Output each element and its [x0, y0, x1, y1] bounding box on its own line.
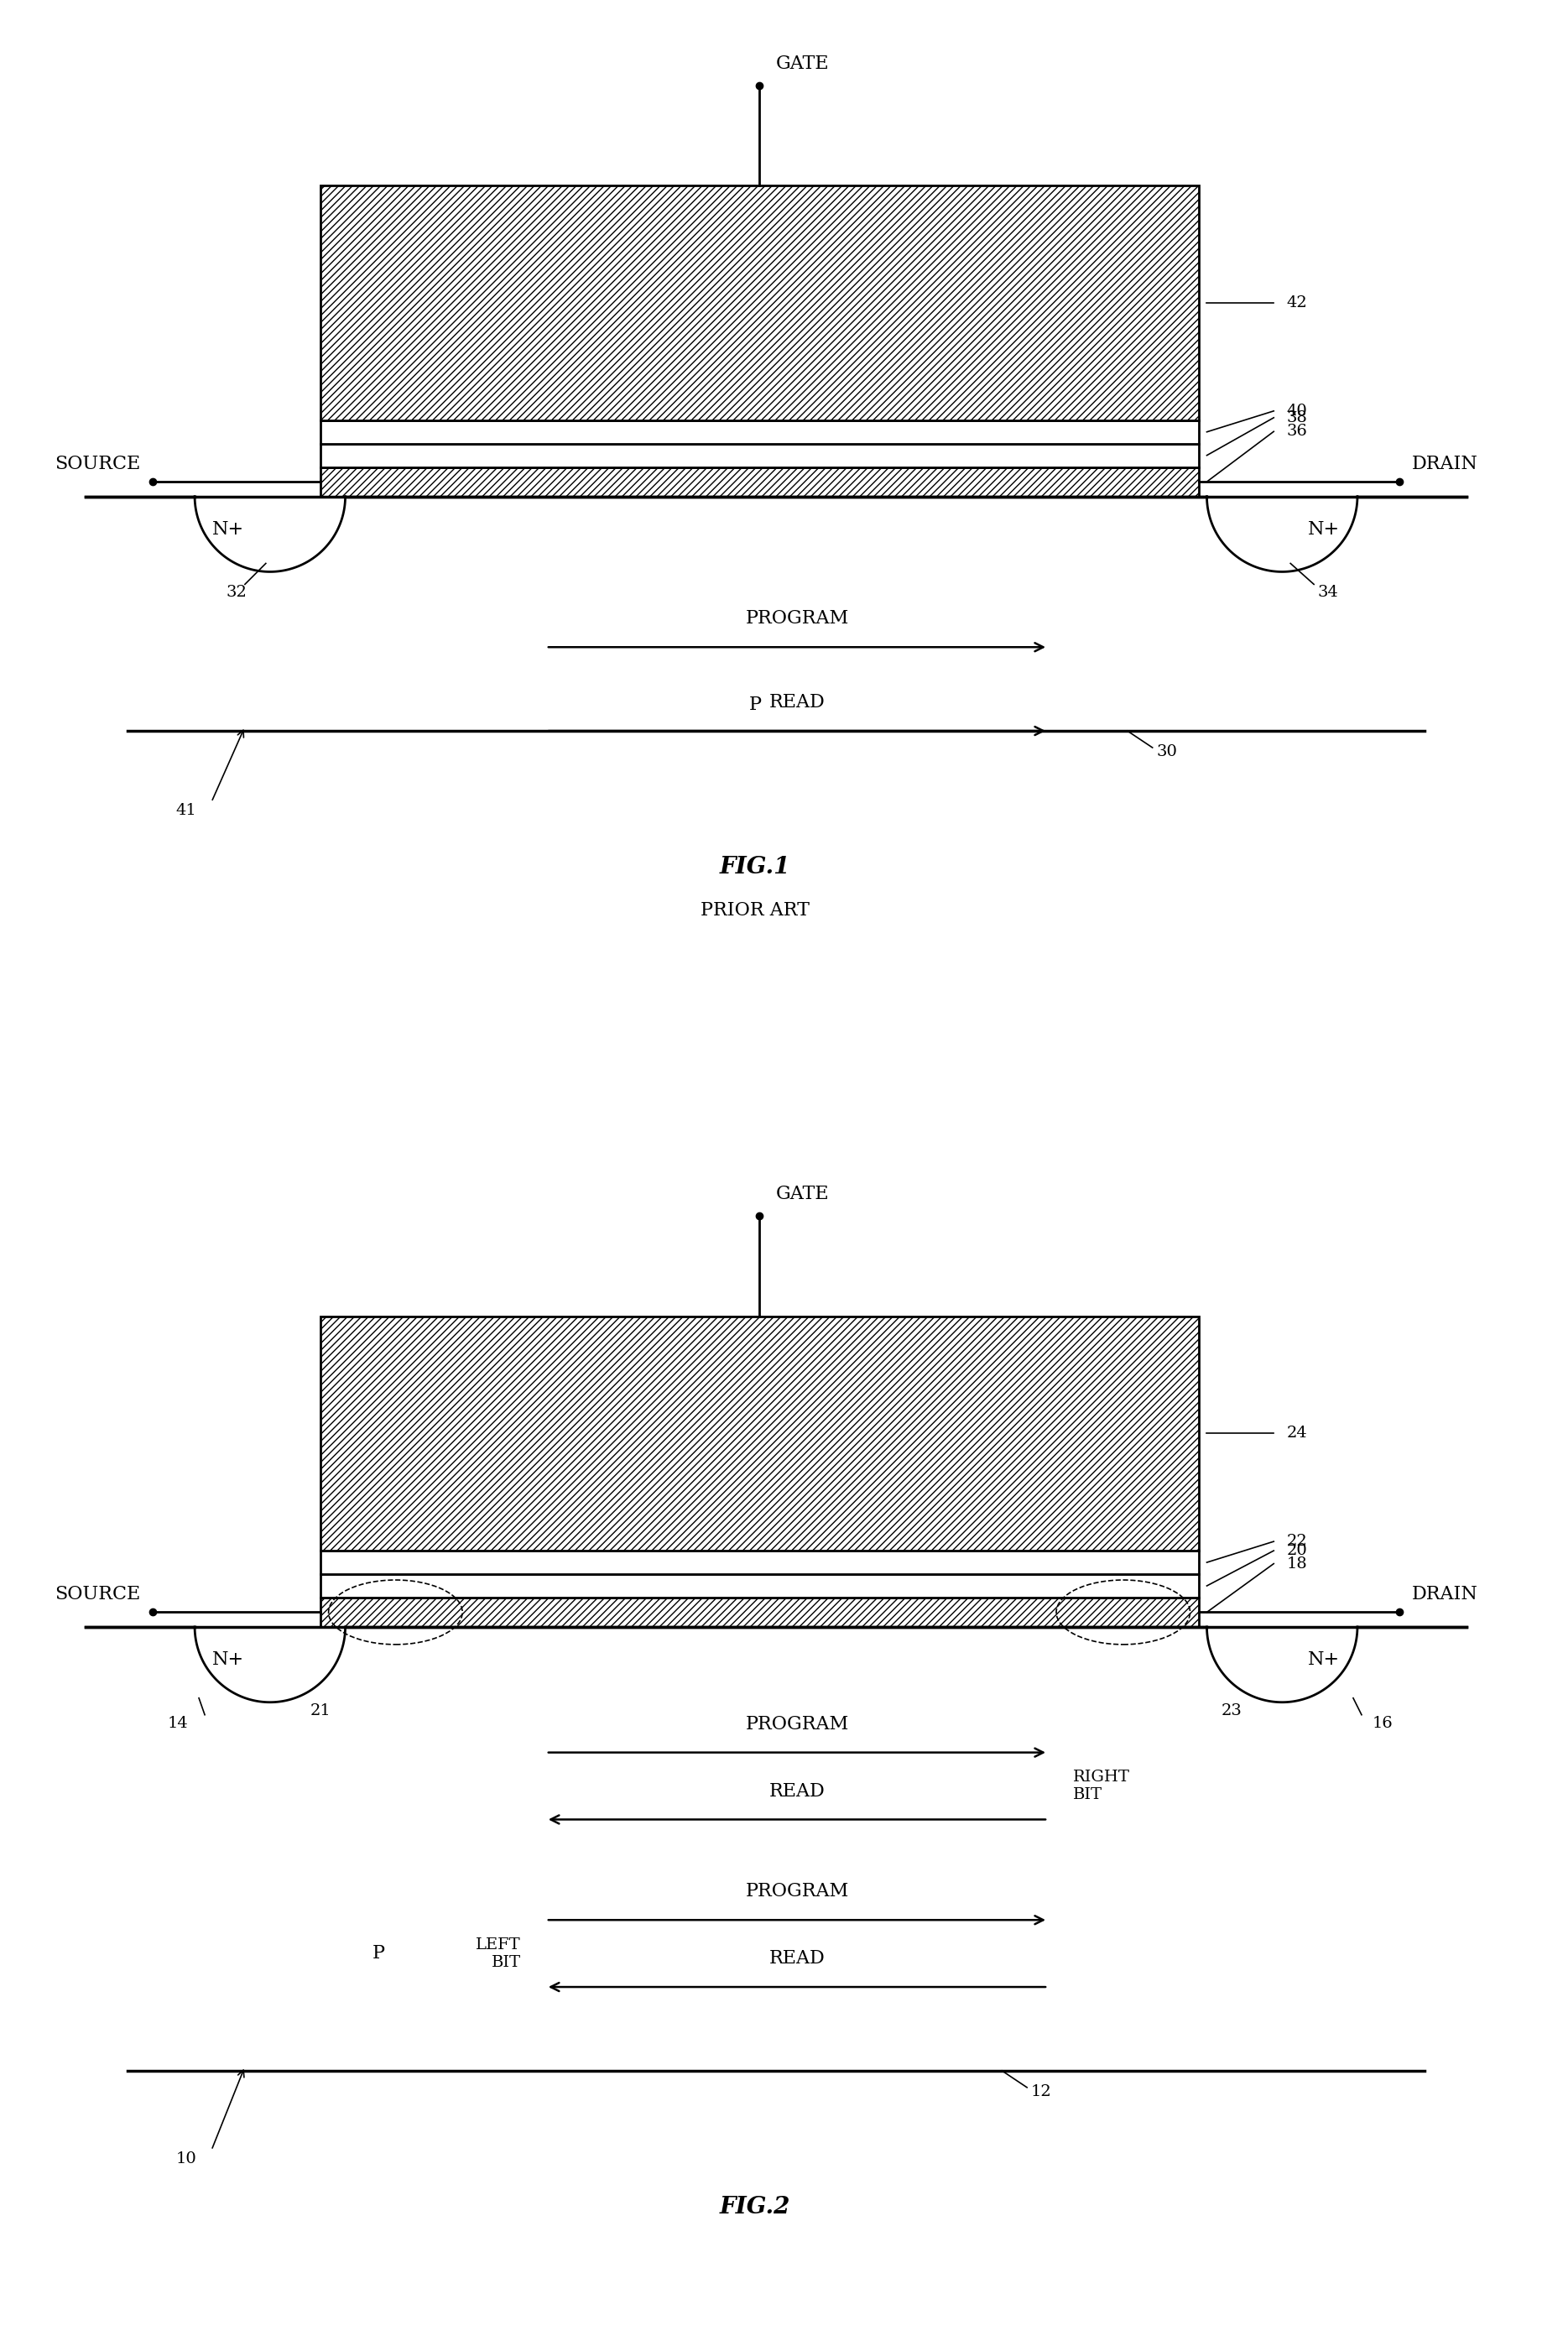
Text: P: P — [373, 1945, 386, 1962]
Text: 40: 40 — [1286, 403, 1308, 419]
Text: FIG.2: FIG.2 — [720, 2196, 790, 2217]
Bar — [320, 468, 1198, 496]
Text: 18: 18 — [1286, 1557, 1308, 1571]
Text: 12: 12 — [1032, 2083, 1052, 2100]
Text: RIGHT
BIT: RIGHT BIT — [1073, 1770, 1131, 1803]
Text: LEFT
BIT: LEFT BIT — [475, 1938, 521, 1969]
Text: PROGRAM: PROGRAM — [745, 1714, 848, 1732]
Text: 16: 16 — [1372, 1716, 1392, 1730]
Bar — [320, 1550, 1198, 1573]
Text: READ: READ — [768, 1782, 825, 1800]
Bar — [320, 1573, 1198, 1597]
Text: 10: 10 — [176, 2151, 196, 2165]
Bar — [320, 419, 1198, 445]
Text: 22: 22 — [1286, 1533, 1308, 1550]
Text: 38: 38 — [1286, 410, 1308, 426]
Text: READ: READ — [768, 1950, 825, 1969]
Bar — [320, 185, 1198, 419]
Text: 14: 14 — [168, 1716, 188, 1730]
Text: 20: 20 — [1286, 1543, 1308, 1559]
Text: 21: 21 — [310, 1702, 331, 1718]
Text: PRIOR ART: PRIOR ART — [701, 901, 809, 920]
Text: 23: 23 — [1221, 1702, 1242, 1718]
Text: N+: N+ — [1308, 520, 1341, 538]
Text: GATE: GATE — [776, 54, 829, 73]
Text: DRAIN: DRAIN — [1411, 1585, 1479, 1604]
Text: N+: N+ — [1308, 1650, 1341, 1669]
Text: PROGRAM: PROGRAM — [745, 609, 848, 627]
Bar — [320, 1597, 1198, 1627]
Text: 42: 42 — [1286, 295, 1308, 311]
Text: P: P — [750, 695, 762, 714]
Text: 30: 30 — [1157, 744, 1178, 758]
Bar — [320, 445, 1198, 468]
Text: 24: 24 — [1286, 1426, 1308, 1442]
Text: GATE: GATE — [776, 1185, 829, 1203]
Text: PROGRAM: PROGRAM — [745, 1882, 848, 1901]
Text: 32: 32 — [226, 585, 248, 599]
Text: FIG.1: FIG.1 — [720, 854, 790, 878]
Text: N+: N+ — [212, 1650, 245, 1669]
Text: 34: 34 — [1317, 585, 1339, 599]
Text: 36: 36 — [1286, 424, 1308, 440]
Text: SOURCE: SOURCE — [55, 454, 141, 473]
Text: READ: READ — [768, 693, 825, 712]
Bar — [320, 1316, 1198, 1550]
Text: 41: 41 — [176, 803, 196, 817]
Text: SOURCE: SOURCE — [55, 1585, 141, 1604]
Text: N+: N+ — [212, 520, 245, 538]
Text: DRAIN: DRAIN — [1411, 454, 1479, 473]
